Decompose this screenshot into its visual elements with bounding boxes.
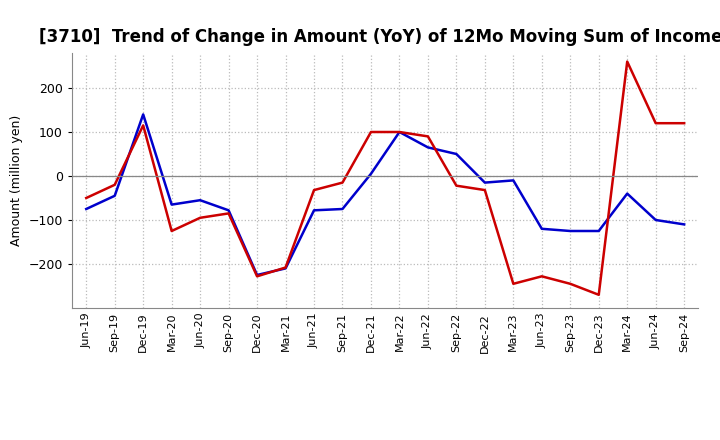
Ordinary Income [338,206,347,212]
Net Income [338,180,347,185]
Ordinary Income [395,129,404,135]
Net Income [395,129,404,135]
Net Income [566,281,575,286]
Net Income [623,59,631,64]
Ordinary Income [110,193,119,198]
Ordinary Income [282,266,290,271]
Net Income [537,274,546,279]
Net Income [310,187,318,193]
Ordinary Income [452,151,461,157]
Net Income [139,123,148,128]
Ordinary Income [310,208,318,213]
Ordinary Income [366,171,375,176]
Net Income [652,121,660,126]
Net Income [452,183,461,188]
Y-axis label: Amount (million yen): Amount (million yen) [10,115,23,246]
Net Income [225,211,233,216]
Ordinary Income [423,145,432,150]
Ordinary Income [82,206,91,212]
Ordinary Income [680,222,688,227]
Ordinary Income [253,272,261,278]
Ordinary Income [595,228,603,234]
Net Income [253,274,261,279]
Line: Net Income: Net Income [86,62,684,295]
Net Income [480,187,489,193]
Ordinary Income [652,217,660,223]
Ordinary Income [509,178,518,183]
Ordinary Income [480,180,489,185]
Net Income [595,292,603,297]
Ordinary Income [139,112,148,117]
Net Income [167,228,176,234]
Net Income [282,265,290,270]
Line: Ordinary Income: Ordinary Income [86,114,684,275]
Title: [3710]  Trend of Change in Amount (YoY) of 12Mo Moving Sum of Incomes: [3710] Trend of Change in Amount (YoY) o… [38,28,720,46]
Net Income [82,195,91,201]
Net Income [680,121,688,126]
Net Income [366,129,375,135]
Net Income [509,281,518,286]
Ordinary Income [623,191,631,196]
Ordinary Income [167,202,176,207]
Ordinary Income [225,208,233,213]
Net Income [423,134,432,139]
Ordinary Income [537,226,546,231]
Net Income [196,215,204,220]
Ordinary Income [566,228,575,234]
Net Income [110,182,119,187]
Ordinary Income [196,198,204,203]
